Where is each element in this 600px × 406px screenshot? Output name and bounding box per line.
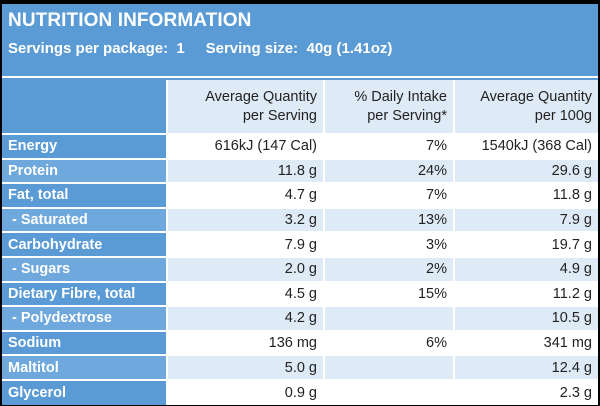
row-label: Glycerol (2, 378, 167, 405)
col-header-line: per Serving (242, 107, 317, 124)
header-divider (2, 76, 598, 78)
row-label: Carbohydrate (2, 231, 167, 257)
cell-per-100g: 4.9 g (453, 255, 598, 282)
table-row: Glycerol 0.9 g 2.3 g (2, 378, 598, 405)
cell-daily-intake (323, 378, 454, 405)
table-row: Protein 11.8 g 24% 29.6 g (2, 157, 598, 184)
col-header-line: per 100g (534, 107, 592, 124)
col-header-line: Average Quantity (480, 88, 592, 105)
nutrition-table: Average Quantity per Serving % Daily Int… (2, 80, 598, 405)
cell-per-serving: 11.8 g (166, 157, 324, 184)
cell-daily-intake (323, 354, 454, 380)
cell-per-100g: 12.4 g (453, 354, 598, 380)
servings-per-package-value: 1 (176, 40, 185, 57)
cell-per-100g: 29.6 g (453, 157, 598, 184)
cell-per-serving: 3.2 g (166, 206, 324, 233)
cell-per-100g: 19.7 g (453, 231, 598, 257)
cell-per-100g: 10.5 g (453, 305, 598, 331)
cell-daily-intake: 24% (323, 157, 454, 184)
cell-per-serving: 616kJ (147 Cal) (166, 133, 324, 159)
table-row: Sodium 136 mg 6% 341 mg (2, 329, 598, 356)
table-row: - Sugars 2.0 g 2% 4.9 g (2, 255, 598, 282)
cell-per-100g: 7.9 g (453, 206, 598, 233)
serving-size-label: Serving size: (205, 40, 299, 57)
table-row: Maltitol 5.0 g 12.4 g (2, 354, 598, 380)
row-label: - Sugars (2, 255, 167, 282)
cell-per-serving: 4.7 g (166, 182, 324, 208)
col-header-line: per Serving* (367, 107, 447, 124)
row-label: Dietary Fibre, total (2, 280, 167, 307)
cell-per-serving: 4.2 g (166, 305, 324, 331)
cell-per-100g: 341 mg (453, 329, 598, 356)
cell-per-100g: 2.3 g (453, 378, 598, 405)
col-header-line: % Daily Intake (354, 88, 447, 105)
table-row: - Polydextrose 4.2 g 10.5 g (2, 305, 598, 331)
cell-per-serving: 2.0 g (166, 255, 324, 282)
cell-per-100g: 11.2 g (453, 280, 598, 307)
table-row: - Saturated 3.2 g 13% 7.9 g (2, 206, 598, 233)
table-row: Carbohydrate 7.9 g 3% 19.7 g (2, 231, 598, 257)
serving-size-value: 40g (1.41oz) (306, 40, 393, 57)
nutrition-panel: NUTRITION INFORMATION Servings per packa… (2, 4, 598, 405)
cell-per-serving: 5.0 g (166, 354, 324, 380)
cell-daily-intake: 3% (323, 231, 454, 257)
row-label: - Saturated (2, 206, 167, 233)
row-label: Maltitol (2, 354, 167, 380)
cell-daily-intake: 7% (323, 182, 454, 208)
cell-per-serving: 7.9 g (166, 231, 324, 257)
cell-daily-intake: 7% (323, 133, 454, 159)
cell-per-serving: 4.5 g (166, 280, 324, 307)
col-header-daily-intake: % Daily Intake per Serving* (323, 80, 454, 134)
cell-per-serving: 136 mg (166, 329, 324, 356)
row-label: Energy (2, 133, 167, 159)
cell-daily-intake (323, 305, 454, 331)
table-row: Fat, total 4.7 g 7% 11.8 g (2, 182, 598, 208)
col-header-line: Average Quantity (205, 88, 317, 105)
row-label: - Polydextrose (2, 305, 167, 331)
panel-title: NUTRITION INFORMATION (8, 10, 252, 31)
row-label: Sodium (2, 329, 167, 356)
col-header-per-serving: Average Quantity per Serving (166, 80, 324, 134)
cell-daily-intake: 6% (323, 329, 454, 356)
row-label: Protein (2, 157, 167, 184)
column-header-row: Average Quantity per Serving % Daily Int… (2, 80, 598, 134)
header-corner-cell (2, 80, 167, 134)
col-header-per-100g: Average Quantity per 100g (453, 80, 598, 134)
servings-per-package-label: Servings per package: (8, 40, 169, 57)
cell-per-100g: 1540kJ (368 Cal) (453, 133, 598, 159)
cell-per-serving: 0.9 g (166, 378, 324, 405)
table-row: Dietary Fibre, total 4.5 g 15% 11.2 g (2, 280, 598, 307)
cell-daily-intake: 13% (323, 206, 454, 233)
row-label: Fat, total (2, 182, 167, 208)
cell-daily-intake: 2% (323, 255, 454, 282)
cell-per-100g: 11.8 g (453, 182, 598, 208)
servings-line: Servings per package: 1 Serving size: 40… (8, 40, 392, 57)
table-row: Energy 616kJ (147 Cal) 7% 1540kJ (368 Ca… (2, 133, 598, 159)
cell-daily-intake: 15% (323, 280, 454, 307)
